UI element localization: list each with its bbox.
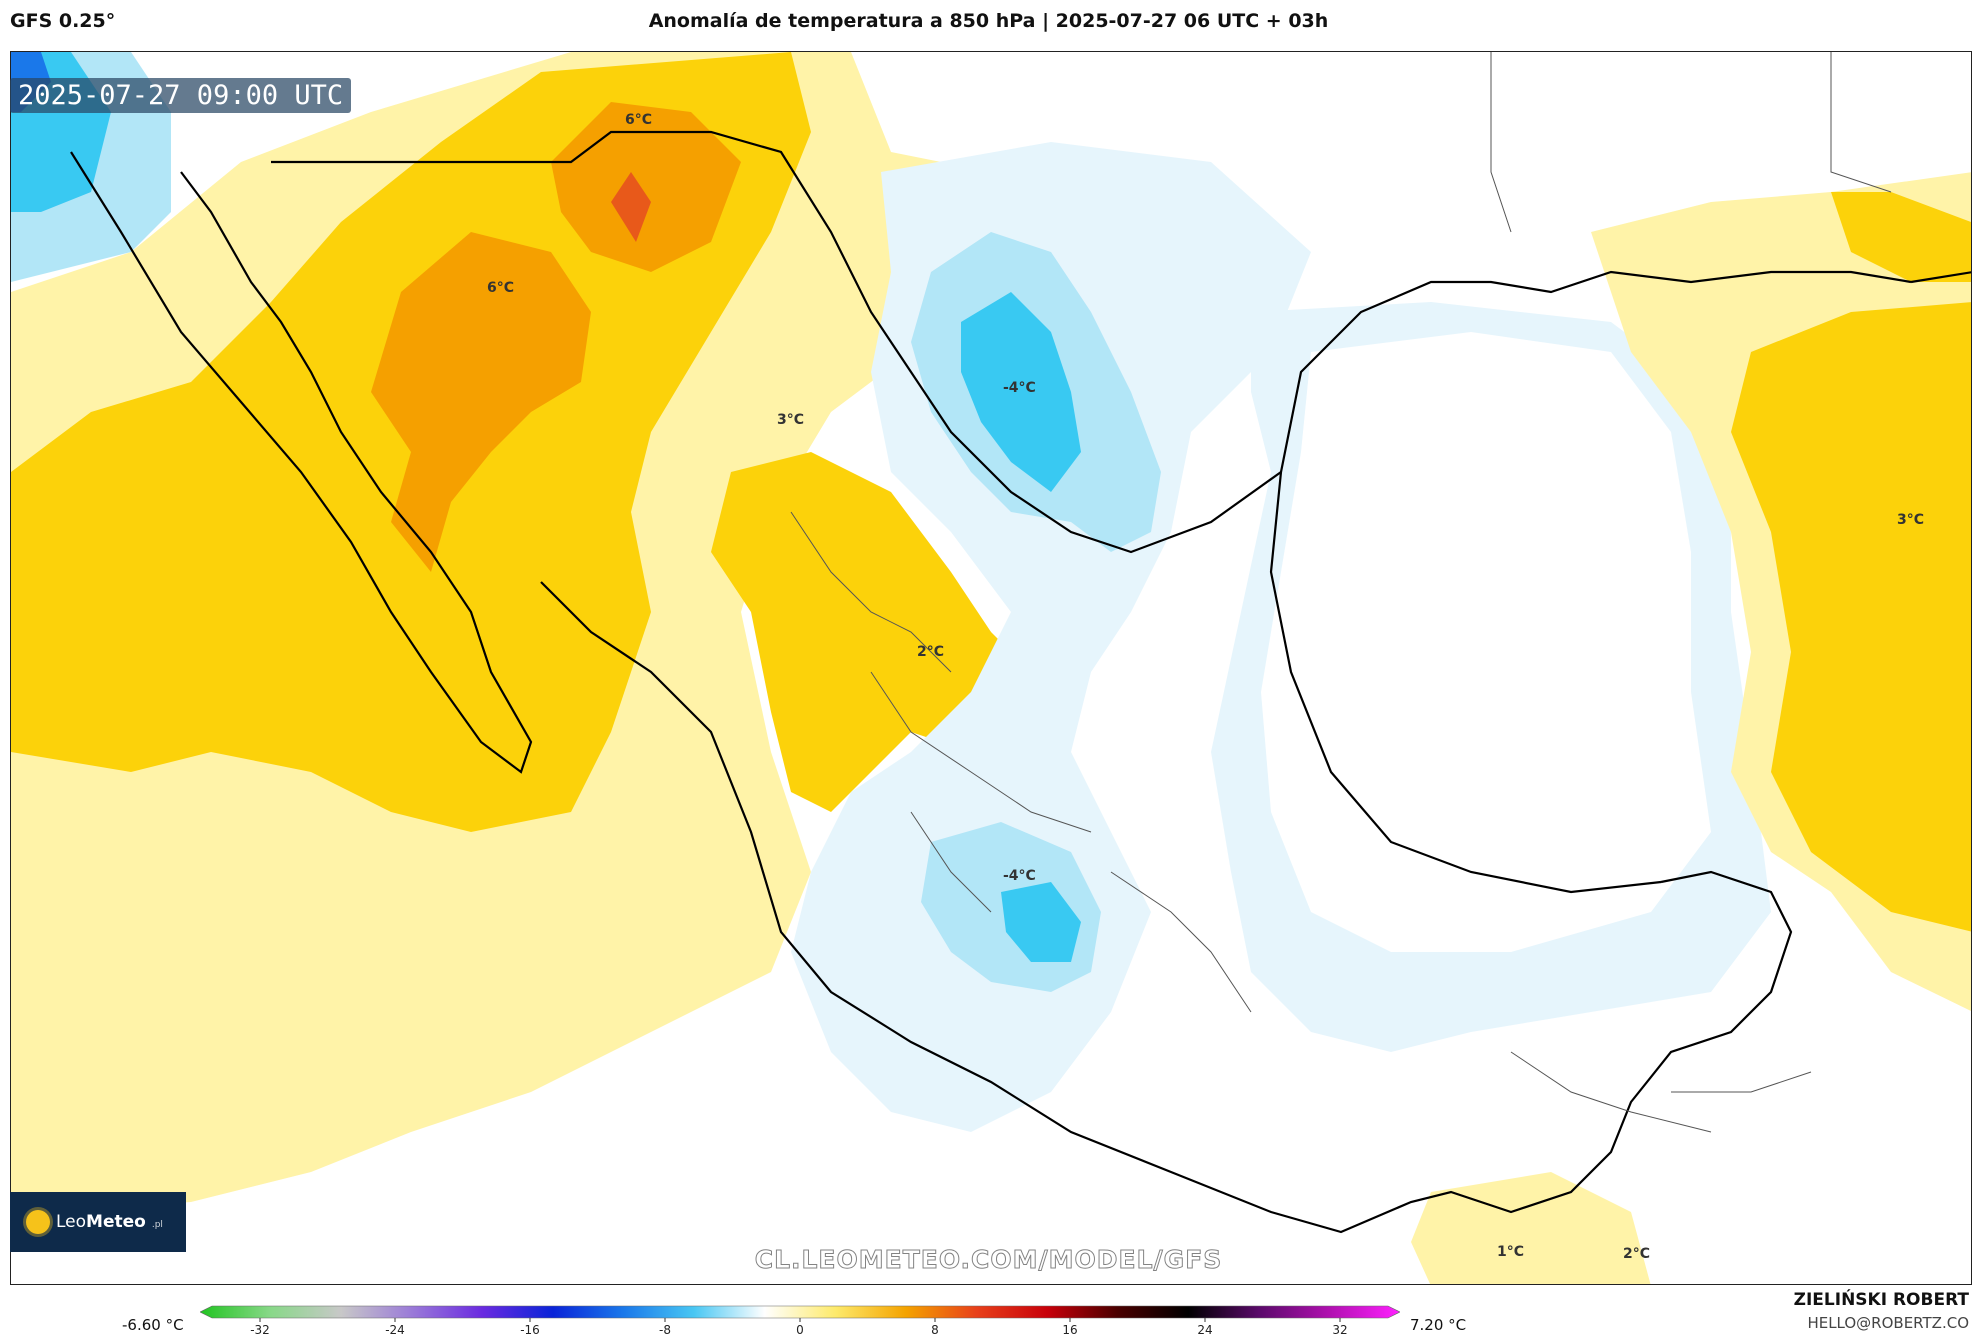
timestamp-badge: 2025-07-27 09:00 UTC bbox=[10, 78, 352, 113]
coastlines bbox=[70, 130, 1971, 1234]
source-watermark: CL.LEOMETEO.COM/MODEL/GFS bbox=[754, 1245, 1223, 1275]
contour-label: 1°C bbox=[1497, 1244, 1524, 1260]
contour-label: -4°C bbox=[1003, 380, 1036, 396]
contour-label: 6°C bbox=[625, 112, 652, 128]
contour-label: 2°C bbox=[1623, 1246, 1650, 1262]
moderate-positive-central bbox=[711, 452, 1011, 812]
map-title: Anomalía de temperatura a 850 hPa | 2025… bbox=[648, 10, 1329, 32]
colorbar-tick-label: -16 bbox=[520, 1323, 540, 1337]
moderate-positive-atlantic bbox=[1731, 302, 1971, 932]
colorbar-gradient bbox=[200, 1305, 1400, 1319]
brand-name-bold: Meteo bbox=[86, 1212, 146, 1232]
brand-suffix: .pl bbox=[151, 1220, 163, 1230]
colorbar: -32 -24 -16 -8 0 8 16 24 32 bbox=[200, 1305, 1400, 1337]
strong-positive-sonora bbox=[371, 232, 591, 572]
strong-negative-central bbox=[1001, 882, 1081, 962]
colorbar-tick-label: 16 bbox=[1062, 1323, 1077, 1337]
peak-positive-arizona bbox=[611, 172, 651, 242]
colorbar-tick-label: -32 bbox=[250, 1323, 270, 1337]
neutral-gulf bbox=[1261, 332, 1711, 952]
state-borders bbox=[790, 52, 1892, 1133]
colorbar-tick-label: -24 bbox=[385, 1323, 405, 1337]
strong-negative-texas bbox=[961, 292, 1081, 492]
contour-label: 3°C bbox=[777, 412, 804, 428]
brand-name: LeoMeteo bbox=[56, 1212, 146, 1232]
legend-max-label: 7.20 °C bbox=[1410, 1316, 1467, 1334]
leometeo-logo[interactable]: LeoMeteo .pl bbox=[10, 1192, 186, 1252]
temperature-anomaly-map[interactable]: 6°C 6°C 3°C -4°C 2°C -4°C 3°C 1°C 2°C bbox=[10, 51, 1972, 1285]
map-canvas: 6°C 6°C 3°C -4°C 2°C -4°C 3°C 1°C 2°C bbox=[11, 52, 1971, 1284]
colorbar-tick-label: 0 bbox=[796, 1323, 804, 1337]
colorbar-tick-label: 8 bbox=[931, 1323, 939, 1337]
weak-negative-texas bbox=[791, 142, 1311, 1132]
legend-min-label: -6.60 °C bbox=[122, 1316, 184, 1334]
author-email: HELLO@ROBERTZ.CO bbox=[1807, 1314, 1969, 1332]
brand-name-light: Leo bbox=[56, 1212, 87, 1232]
weak-positive-south bbox=[1411, 1172, 1651, 1284]
colorbar-tick-label: 32 bbox=[1332, 1323, 1347, 1337]
contour-label: 3°C bbox=[1897, 512, 1924, 528]
contour-label: 2°C bbox=[917, 644, 944, 660]
model-label: GFS 0.25° bbox=[10, 10, 116, 32]
colorbar-tick-label: 24 bbox=[1197, 1323, 1212, 1337]
colorbar-tick-label: -8 bbox=[659, 1323, 671, 1337]
author-credit: ZIELIŃSKI ROBERT bbox=[1793, 1290, 1969, 1310]
sun-icon bbox=[26, 1210, 50, 1234]
contour-label: -4°C bbox=[1003, 868, 1036, 884]
contour-labels: 6°C 6°C 3°C -4°C 2°C -4°C 3°C 1°C 2°C bbox=[487, 112, 1924, 1262]
moderate-positive-florida-top bbox=[1831, 192, 1971, 282]
colorbar-ticks: -32 -24 -16 -8 0 8 16 24 32 bbox=[250, 1318, 1348, 1337]
strong-positive-arizona bbox=[551, 102, 741, 272]
contour-label: 6°C bbox=[487, 280, 514, 296]
